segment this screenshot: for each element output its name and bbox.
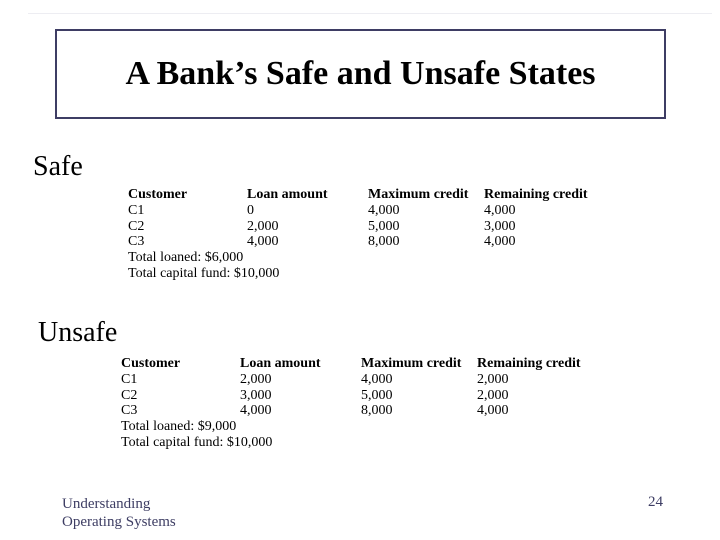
- table-row: C2 2,000 5,000 3,000: [128, 219, 624, 235]
- table-cell: 4,000: [240, 403, 272, 419]
- column-header-remaining-credit: Remaining credit: [477, 356, 581, 371]
- column-header-maximum-credit: Maximum credit: [361, 356, 462, 371]
- footer-course-name: Understanding Operating Systems: [62, 496, 176, 531]
- table-cell: 3,000: [484, 218, 516, 234]
- table-cell: C3: [121, 403, 138, 419]
- table-row: C3 4,000 8,000 4,000: [121, 403, 617, 419]
- table-row: C3 4,000 8,000 4,000: [128, 234, 624, 250]
- safe-table-block: Customer Loan amount Maximum credit Rema…: [128, 187, 624, 282]
- unsafe-table: Customer Loan amount Maximum credit Rema…: [121, 356, 617, 419]
- column-header-loan-amount: Loan amount: [247, 187, 328, 202]
- table-row: C1 2,000 4,000 2,000: [121, 372, 617, 388]
- table-cell: 4,000: [477, 403, 509, 419]
- page-number: 24: [648, 494, 663, 510]
- footer-line-1: Understanding: [62, 496, 151, 512]
- table-cell: 4,000: [484, 234, 516, 250]
- total-loaned: Total loaned: $6,000: [128, 250, 244, 266]
- footer-line-2: Operating Systems: [62, 513, 176, 530]
- table-cell: C1: [121, 371, 138, 387]
- column-header-customer: Customer: [121, 356, 181, 371]
- column-header-loan-amount: Loan amount: [240, 356, 321, 371]
- total-capital-fund: Total capital fund: $10,000: [121, 434, 273, 450]
- table-header-row: Customer Loan amount Maximum credit Rema…: [128, 187, 624, 203]
- table-cell: 8,000: [361, 403, 393, 419]
- table-cell: 3,000: [240, 387, 272, 403]
- table-cell: 2,000: [240, 371, 272, 387]
- table-cell: 2,000: [477, 371, 509, 387]
- total-capital-fund: Total capital fund: $10,000: [128, 265, 280, 281]
- column-header-remaining-credit: Remaining credit: [484, 187, 588, 202]
- table-cell: 5,000: [361, 387, 393, 403]
- title-box: A Bank’s Safe and Unsafe States: [55, 29, 666, 119]
- table-row: C1 0 4,000 4,000: [128, 203, 624, 219]
- table-cell: 0: [247, 202, 254, 218]
- table-cell: 2,000: [477, 387, 509, 403]
- table-cell: 5,000: [368, 218, 400, 234]
- table-row: C2 3,000 5,000 2,000: [121, 388, 617, 404]
- column-header-customer: Customer: [128, 187, 188, 202]
- table-cell: 2,000: [247, 218, 279, 234]
- table-cell: 4,000: [247, 234, 279, 250]
- table-cell: C3: [128, 234, 145, 250]
- table-cell: 4,000: [484, 202, 516, 218]
- unsafe-table-block: Customer Loan amount Maximum credit Rema…: [121, 356, 617, 451]
- section-label-unsafe: Unsafe: [38, 317, 118, 348]
- table-cell: C1: [128, 202, 145, 218]
- table-header-row: Customer Loan amount Maximum credit Rema…: [121, 356, 617, 372]
- table-cell: 8,000: [368, 234, 400, 250]
- table-cell: C2: [121, 387, 138, 403]
- safe-table: Customer Loan amount Maximum credit Rema…: [128, 187, 624, 250]
- table-cell: 4,000: [361, 371, 393, 387]
- slide-title: A Bank’s Safe and Unsafe States: [125, 55, 596, 92]
- table-cell: 4,000: [368, 202, 400, 218]
- section-label-safe: Safe: [33, 151, 83, 182]
- table-cell: C2: [128, 218, 145, 234]
- column-header-maximum-credit: Maximum credit: [368, 187, 469, 202]
- total-loaned: Total loaned: $9,000: [121, 419, 237, 435]
- top-hairline: [28, 13, 712, 14]
